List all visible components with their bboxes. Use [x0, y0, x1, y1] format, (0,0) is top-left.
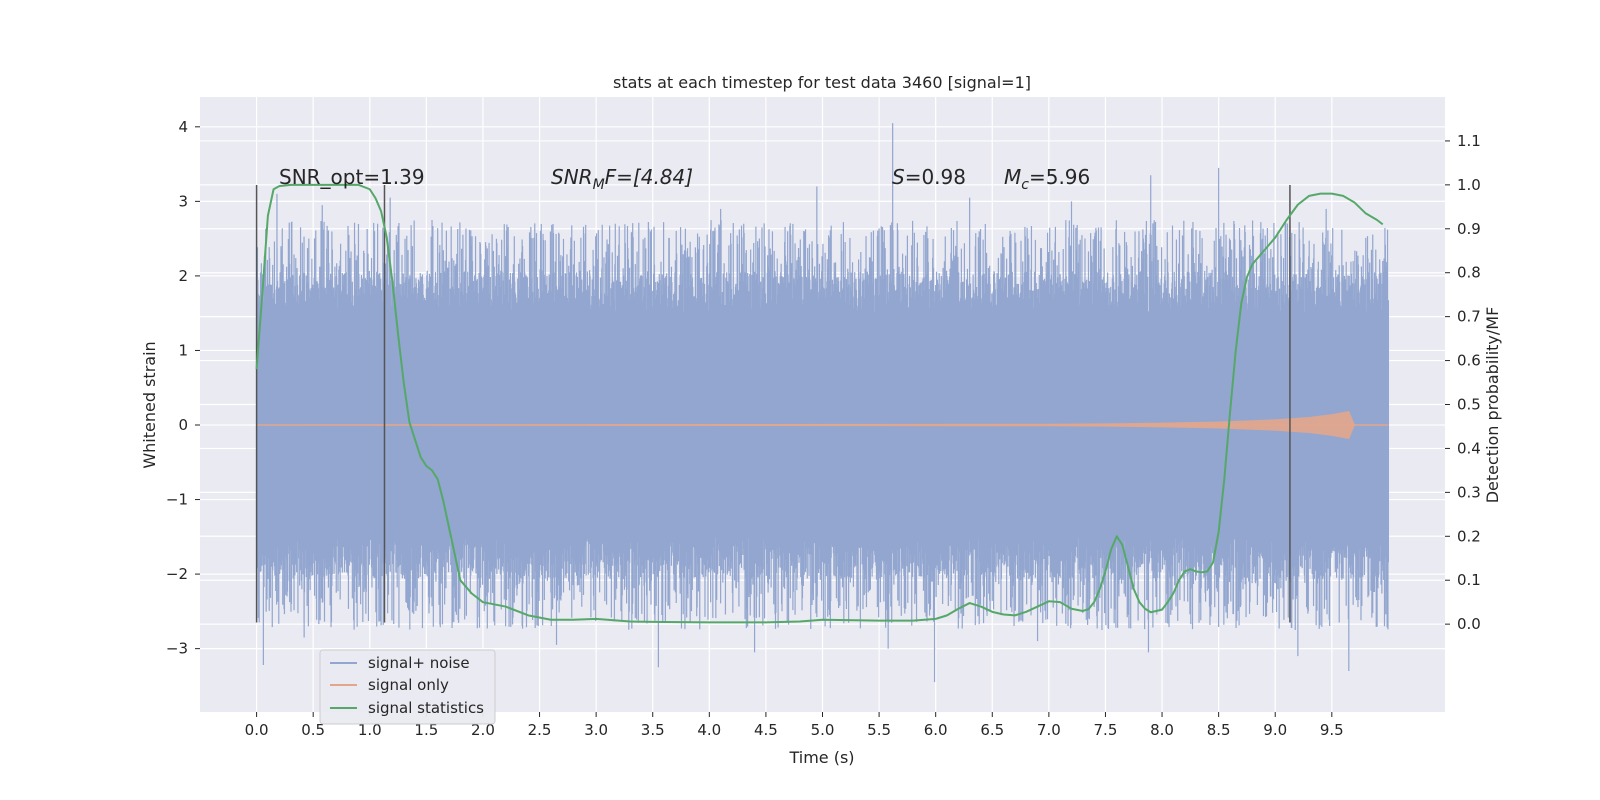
- y-tick-label-right: 0.1: [1457, 571, 1481, 589]
- x-tick-label: 4.5: [754, 721, 778, 739]
- x-tick-label: 5.0: [811, 721, 835, 739]
- y-tick-label-right: 0.4: [1457, 439, 1481, 457]
- annotation-s-base: S: [892, 165, 905, 189]
- legend-label-signal-only: signal only: [368, 676, 449, 694]
- y-tick-label-left: 2: [178, 267, 188, 285]
- x-tick-label: 9.0: [1263, 721, 1287, 739]
- annotation-snr-mf-base: SNR: [551, 165, 593, 189]
- x-tick-label: 8.5: [1207, 721, 1231, 739]
- y-tick-label-right: 0.8: [1457, 264, 1481, 282]
- x-tick-label: 2.5: [528, 721, 552, 739]
- annotation-mc-base: M: [1004, 165, 1021, 189]
- y-tick-label-left: 0: [178, 416, 188, 434]
- x-tick-label: 7.5: [1094, 721, 1118, 739]
- y-axis-label-right: Detection probability/MF: [1483, 307, 1502, 504]
- annotation-snr-opt: SNR_opt=1.39: [279, 165, 425, 189]
- y-tick-label-left: 4: [178, 118, 188, 136]
- annotation-snr-mf: SNRMF=[4.84]: [551, 165, 693, 193]
- y-tick-label-right: 0.7: [1457, 308, 1481, 326]
- annotation-mc: Mc=5.96: [1004, 165, 1090, 193]
- chart-title: stats at each timestep for test data 346…: [613, 73, 1031, 92]
- series-signal-only: [256, 411, 1389, 439]
- y-tick-label-right: 0.9: [1457, 220, 1481, 238]
- x-tick-label: 7.0: [1037, 721, 1061, 739]
- y-tick-label-left: −3: [166, 640, 188, 658]
- legend: signal+ noise signal only signal statist…: [319, 649, 496, 725]
- y-tick-label-right: 0.5: [1457, 396, 1481, 414]
- y-axis-label-left: Whitened strain: [140, 341, 159, 468]
- series-signal-statistics: [255, 183, 1384, 624]
- x-tick-label: 6.5: [980, 721, 1004, 739]
- x-tick-label: 5.5: [867, 721, 891, 739]
- segment-markers: [255, 184, 1291, 623]
- y-tick-label-left: −2: [166, 565, 188, 583]
- x-axis-label: Time (s): [788, 748, 854, 767]
- annotation-s: S=0.98: [892, 165, 966, 189]
- x-tick-label: 6.0: [924, 721, 948, 739]
- legend-label-signal-noise: signal+ noise: [368, 654, 470, 672]
- annotation-snr-mf-sub: M: [593, 177, 605, 193]
- x-tick-label: 0.0: [245, 721, 269, 739]
- y-tick-label-right: 0.0: [1457, 615, 1481, 633]
- y-tick-label-left: 1: [178, 341, 188, 359]
- x-tick-label: 1.5: [414, 721, 438, 739]
- y-tick-label-left: 3: [178, 192, 188, 210]
- annotation-mc-rest: =5.96: [1029, 165, 1090, 189]
- x-tick-label: 9.5: [1320, 721, 1344, 739]
- annotation-snr-mf-rest: F=[4.84]: [605, 165, 693, 189]
- x-tick-label: 1.0: [358, 721, 382, 739]
- y-tick-label-left: −1: [166, 491, 188, 509]
- x-tick-label: 8.0: [1150, 721, 1174, 739]
- x-tick-label: 0.5: [301, 721, 325, 739]
- annotation-s-rest: =0.98: [905, 165, 966, 189]
- x-tick-label: 3.0: [584, 721, 608, 739]
- y-tick-label-right: 1.1: [1457, 132, 1481, 150]
- legend-label-signal-statistics: signal statistics: [368, 699, 484, 717]
- y-tick-label-right: 1.0: [1457, 176, 1481, 194]
- x-tick-label: 2.0: [471, 721, 495, 739]
- annotation-mc-sub: c: [1021, 177, 1029, 193]
- legend-box: [319, 649, 496, 725]
- signal-statistics-line: [255, 183, 1384, 624]
- tick-labels: 0.0 0.5 1.0 1.5 2.0 2.5 3.0 3.5 4.0 4.5 5.0 5.5 6.0 6…: [166, 118, 1481, 739]
- x-tick-label: 4.0: [697, 721, 721, 739]
- y-tick-label-right: 0.2: [1457, 527, 1481, 545]
- x-tick-label: 3.5: [641, 721, 665, 739]
- y-tick-label-right: 0.6: [1457, 352, 1481, 370]
- y-tick-label-right: 0.3: [1457, 483, 1481, 501]
